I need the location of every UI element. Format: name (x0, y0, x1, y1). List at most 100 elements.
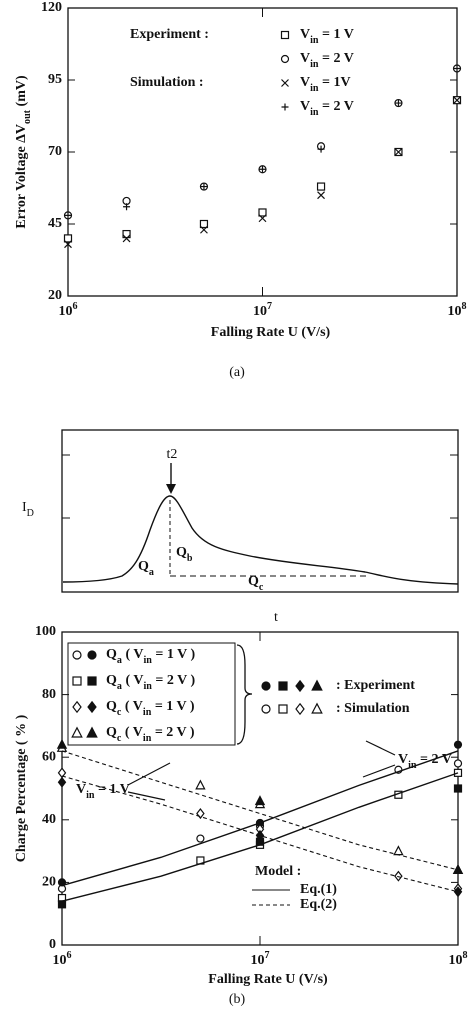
legend-marker (295, 702, 305, 716)
legend-marker (311, 702, 323, 714)
y-tick-label: 100 (35, 624, 56, 639)
text-part: 6 (66, 950, 71, 961)
marker (453, 64, 461, 72)
marker (453, 740, 463, 749)
text-part: c (117, 733, 122, 744)
marker (63, 234, 73, 243)
legend-marker (278, 681, 288, 691)
text-part: Q (106, 673, 117, 688)
marker (196, 808, 205, 820)
marker (64, 240, 72, 249)
text-part: in (86, 790, 95, 801)
text-part: V (300, 51, 310, 66)
y-tick-label: 80 (42, 687, 56, 702)
x-tick-label: 106 (58, 301, 77, 319)
text-part: 10 (250, 953, 264, 968)
y-tick-label: 120 (41, 0, 62, 15)
text-part: 8 (462, 950, 467, 961)
legend-marker (72, 700, 82, 714)
annotation: Vin = 2 V (398, 752, 452, 771)
text-part: Q (106, 647, 117, 662)
text-part: (mV) (14, 75, 29, 110)
legend-label: : Experiment (336, 678, 415, 693)
text-part: in (310, 35, 319, 46)
x-tick-label: 108 (448, 950, 467, 968)
model-legend-title: Model : (255, 864, 301, 879)
y-tick-label: 20 (42, 875, 56, 890)
marker (258, 214, 267, 223)
marker (64, 211, 72, 219)
legend-marker (295, 679, 305, 693)
x-axis-label: Falling Rate U (V/s) (208, 972, 328, 987)
arrow-head (166, 484, 176, 494)
axis-label: t (274, 610, 278, 625)
legend-label: Qa ( Vin = 1 V ) (106, 647, 195, 666)
legend-marker (86, 726, 98, 738)
x-tick-label: 107 (253, 301, 272, 319)
marker (254, 795, 266, 806)
y-tick-label: 20 (48, 288, 62, 303)
text-part: ( V (122, 673, 144, 688)
text-part: Q (106, 699, 117, 714)
waveform-ticks (62, 454, 458, 519)
text-part: Error Voltage ΔV (14, 124, 29, 229)
region-label: Qb (176, 545, 193, 564)
text-part: V (76, 782, 86, 797)
marker (200, 183, 208, 191)
text-part: in (143, 655, 152, 666)
marker (196, 834, 205, 843)
annotation-arrows (127, 740, 396, 801)
legend-label: Vin = 1 V (300, 27, 354, 46)
legend-label: : Simulation (336, 701, 410, 716)
text-part: a (149, 567, 154, 578)
legend-marker (71, 726, 83, 738)
text-part: 10 (448, 953, 462, 968)
text-part: a (117, 655, 122, 666)
text-part: in (143, 681, 152, 692)
text-part: 8 (461, 301, 466, 312)
legend-marker (261, 681, 271, 691)
text-part: = 2 V ) (152, 673, 196, 688)
text-part: out (22, 109, 33, 124)
y-axis-label: Charge Percentage ( % ) (14, 714, 29, 862)
legend-marker (87, 700, 97, 714)
text-part: 10 (253, 304, 267, 319)
text-part: c (259, 582, 264, 593)
legend-marker (87, 676, 97, 686)
marker (258, 208, 267, 217)
y-tick-label: 60 (42, 749, 56, 764)
text-part: = 2 V ) (151, 725, 195, 740)
text-part: V (300, 27, 310, 42)
marker (453, 759, 463, 768)
marker (199, 219, 209, 229)
marker (57, 878, 67, 887)
text-part: V (300, 75, 310, 90)
text-part: in (310, 107, 319, 118)
text-part: Q (248, 574, 259, 589)
y-tick-label: 45 (48, 216, 62, 231)
marker (453, 886, 463, 898)
text-part: 6 (72, 301, 77, 312)
legend-marker (87, 650, 97, 660)
legend-box (67, 642, 236, 746)
text-part: c (117, 707, 122, 718)
legend-label: Vin = 2 V (300, 51, 354, 70)
legend-label: Vin = 2 V (300, 99, 354, 118)
y-tick-label: 40 (42, 812, 56, 827)
text-part: = 1 V ) (152, 647, 196, 662)
marker (317, 145, 325, 153)
text-part: I (22, 500, 27, 515)
text-part: = 1 V ) (151, 699, 195, 714)
text-part: 10 (58, 304, 72, 319)
legend-marker (281, 103, 289, 111)
text-part: ( V (121, 725, 143, 740)
text-part: ( V (121, 699, 143, 714)
waveform-frame (61, 429, 459, 593)
marker (195, 779, 206, 790)
axis-label: ID (22, 500, 34, 519)
text-part: in (143, 707, 152, 718)
text-part: in (310, 59, 319, 70)
legend-label: Vin = 1V (300, 75, 351, 94)
caption: (b) (229, 992, 246, 1007)
model-line (61, 775, 459, 893)
